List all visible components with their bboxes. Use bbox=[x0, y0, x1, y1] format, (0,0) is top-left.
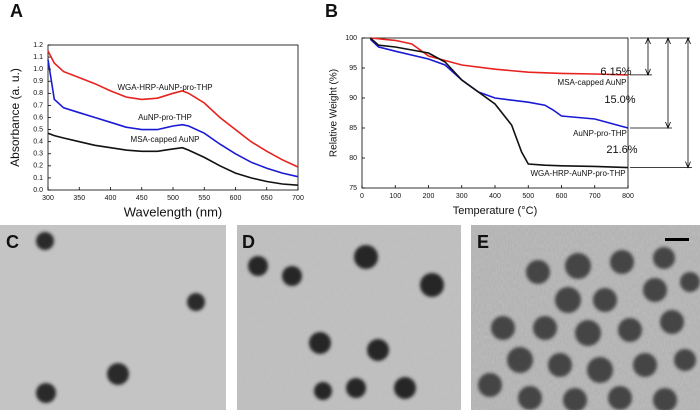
y-tick-label: 1.2 bbox=[33, 42, 43, 49]
x-tick-label: 300 bbox=[42, 195, 54, 202]
series-line bbox=[47, 132, 299, 186]
y-tick-label: 0.1 bbox=[33, 175, 43, 182]
series-line bbox=[369, 38, 629, 129]
series-label: AuNP-pro-THP bbox=[138, 113, 192, 122]
series-label: MSA-capped AuNP bbox=[131, 135, 200, 144]
y-tick-label: 90 bbox=[349, 95, 357, 102]
x-tick-label: 700 bbox=[292, 195, 304, 202]
y-tick-label: 0.8 bbox=[33, 90, 43, 97]
y-tick-label: 1.0 bbox=[33, 66, 43, 73]
y-tick-label: 0.6 bbox=[33, 114, 43, 121]
x-tick-label: 200 bbox=[423, 193, 435, 200]
series-line bbox=[47, 59, 299, 178]
y-tick-label: 0.9 bbox=[33, 78, 43, 85]
series-line bbox=[370, 37, 629, 76]
y-tick-label: 100 bbox=[345, 35, 357, 42]
y-tick-label: 0.2 bbox=[33, 163, 43, 170]
annotation: 21.6% bbox=[606, 144, 637, 156]
annotation: 15.0% bbox=[604, 94, 635, 106]
series-line bbox=[369, 37, 629, 169]
y-tick-label: 85 bbox=[349, 125, 357, 132]
chart: B 0 100 200 300 400 500 600 700 800 75 80 85 90 95 100 T… bbox=[325, 1, 692, 217]
x-tick-label: 0 bbox=[360, 193, 364, 200]
x-axis-label: Temperature (°C) bbox=[453, 205, 537, 217]
charts: A 300 350 400 450 500 550 600 650 700 0.0 0.1 0.2 0.3… bbox=[8, 1, 692, 220]
series-label: AuNP-pro-THP bbox=[573, 129, 627, 138]
panel-label: A bbox=[10, 1, 23, 21]
panel-label: D bbox=[242, 232, 255, 252]
arrow-head bbox=[645, 36, 651, 76]
panel-label: C bbox=[6, 232, 19, 252]
y-tick-label: 95 bbox=[349, 65, 357, 72]
arrow-head bbox=[665, 36, 671, 130]
series-label: WGA-HRP-AuNP-pro-THP bbox=[530, 169, 625, 178]
x-tick-label: 400 bbox=[105, 195, 117, 202]
x-tick-label: 450 bbox=[136, 195, 148, 202]
x-tick-label: 700 bbox=[589, 193, 601, 200]
x-tick-label: 500 bbox=[522, 193, 534, 200]
y-tick-label: 0.0 bbox=[33, 187, 43, 194]
y-tick-label: 1.1 bbox=[33, 54, 43, 61]
y-tick-label: 0.3 bbox=[33, 151, 43, 158]
image-d bbox=[237, 225, 461, 410]
x-tick-label: 800 bbox=[622, 193, 634, 200]
x-tick-label: 350 bbox=[73, 195, 85, 202]
y-tick-label: 80 bbox=[349, 155, 357, 162]
y-tick-label: 0.7 bbox=[33, 102, 43, 109]
x-tick-label: 650 bbox=[261, 195, 273, 202]
image-e bbox=[471, 225, 700, 412]
chart: A 300 350 400 450 500 550 600 650 700 0.0 0.1 0.2 0.3… bbox=[8, 1, 304, 220]
series-line bbox=[47, 50, 299, 168]
y-axis-label: Absorbance (a. u.) bbox=[8, 68, 22, 167]
x-tick-label: 600 bbox=[230, 195, 242, 202]
annotation: 6.15% bbox=[600, 66, 631, 78]
x-axis-label: Wavelength (nm) bbox=[124, 204, 223, 219]
y-tick-label: 0.5 bbox=[33, 126, 43, 133]
series-label: MSA-capped AuNP bbox=[558, 78, 627, 87]
y-tick-label: 0.4 bbox=[33, 139, 43, 146]
y-tick-label: 75 bbox=[349, 185, 357, 192]
x-tick-label: 600 bbox=[556, 193, 568, 200]
series-label: WGA-HRP-AuNP-pro-THP bbox=[117, 83, 212, 92]
x-tick-label: 300 bbox=[456, 193, 468, 200]
x-tick-label: 400 bbox=[489, 193, 501, 200]
y-axis-label: Relative Weight (%) bbox=[329, 69, 340, 157]
arrow-head bbox=[685, 36, 691, 169]
x-tick-label: 100 bbox=[389, 193, 401, 200]
x-tick-label: 550 bbox=[198, 195, 210, 202]
image-c bbox=[0, 225, 226, 410]
x-tick-label: 500 bbox=[167, 195, 179, 202]
panel-label: B bbox=[325, 1, 338, 21]
panel-label: E bbox=[477, 232, 489, 252]
